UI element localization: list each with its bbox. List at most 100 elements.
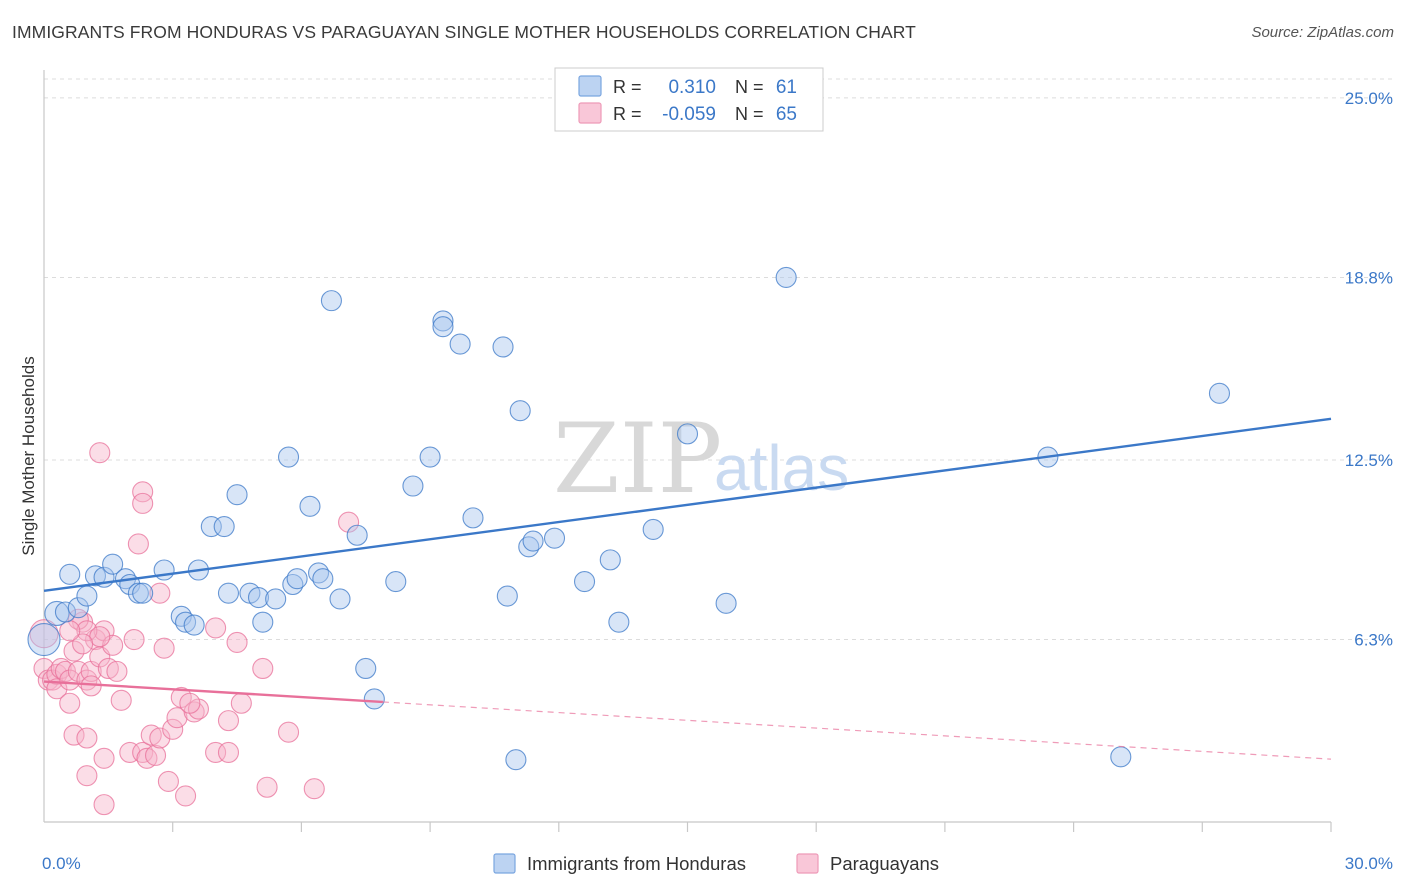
stats-legend: R = 0.310 N = 61 R = -0.059 N = 65	[554, 67, 824, 132]
paraguayans-trend-line-extrapolated	[382, 701, 1332, 760]
honduras-point-12	[153, 559, 175, 581]
honduras-trend-line	[43, 417, 1332, 593]
paraguayans-point-24	[102, 634, 124, 656]
honduras-point-56	[775, 266, 797, 289]
honduras-point-42	[462, 507, 484, 529]
honduras-point-30	[312, 568, 334, 590]
y-tick-label-3: 25.0%	[1345, 89, 1393, 108]
paraguayans-point-49	[252, 657, 274, 680]
x-tick-label-0: 0.0%	[42, 854, 81, 873]
honduras-point-59	[1110, 746, 1132, 768]
paraguayans-points	[29, 442, 360, 816]
honduras-point-39	[432, 310, 454, 332]
y-tick-label-0: 6.3%	[1354, 631, 1393, 650]
honduras-point-31	[320, 290, 342, 312]
paraguayans-point-30	[132, 741, 154, 764]
honduras-point-27	[286, 568, 308, 590]
bottom-legend-swatch-pink	[796, 853, 819, 874]
series-legend: Immigrants from Honduras Paraguayans	[493, 853, 939, 874]
honduras-point-4	[76, 585, 98, 607]
honduras-point-24	[265, 588, 287, 610]
paraguayans-point-0	[29, 619, 59, 649]
paraguayans-point-8	[59, 692, 81, 714]
paraguayans-point-29	[127, 533, 149, 555]
honduras-point-52	[608, 611, 630, 633]
paraguayans-point-27	[119, 741, 141, 764]
honduras-point-10	[127, 582, 149, 604]
paraguayans-point-35	[153, 637, 175, 659]
y-tick-label-1: 12.5%	[1345, 451, 1393, 470]
paraguayans-point-45	[217, 710, 240, 732]
paraguayans-point-23	[97, 657, 119, 680]
honduras-point-41	[449, 333, 471, 355]
watermark-zip: ZIP	[553, 403, 722, 515]
legend-r-label-blue: R =	[613, 77, 642, 97]
paraguayans-point-10	[63, 724, 85, 746]
honduras-point-1	[44, 600, 70, 627]
honduras-point-45	[505, 749, 527, 771]
paraguayans-point-46	[217, 741, 240, 764]
paraguayans-point-54	[132, 481, 154, 503]
legend-n-value-pink: 65	[776, 104, 797, 125]
honduras-point-34	[355, 657, 377, 680]
honduras-point-40	[432, 316, 454, 338]
honduras-point-50	[573, 571, 596, 593]
honduras-point-51	[599, 549, 621, 571]
x-minor-ticks	[172, 822, 1332, 832]
paraguayans-point-21	[93, 747, 115, 769]
trend-lines	[43, 417, 1332, 760]
honduras-point-47	[518, 536, 540, 558]
paraguayans-point-38	[166, 707, 188, 729]
honduras-point-7	[102, 553, 124, 575]
honduras-point-46	[509, 400, 531, 422]
paraguayans-point-12	[67, 660, 89, 682]
paraguayans-point-50	[256, 776, 278, 798]
paraguayans-point-34	[149, 727, 171, 749]
x-tick-labels: 0.0% 30.0%	[42, 854, 1393, 873]
honduras-point-13	[170, 605, 192, 627]
honduras-point-35	[363, 688, 385, 710]
y-tick-label-2: 18.8%	[1345, 268, 1393, 287]
paraguayans-point-55	[132, 492, 154, 514]
paraguayans-point-56	[89, 442, 111, 464]
legend-r-label-pink: R =	[613, 104, 642, 124]
bottom-legend-label-honduras: Immigrants from Honduras	[527, 853, 746, 874]
honduras-point-23	[252, 611, 274, 633]
honduras-point-3	[67, 597, 89, 619]
paraguayans-point-40	[175, 785, 197, 807]
paraguayans-point-15	[76, 765, 98, 787]
paraguayans-trend-line	[43, 680, 383, 704]
source-credit: Source: ZipAtlas.com	[1251, 24, 1394, 41]
legend-n-label-blue: N =	[735, 77, 764, 97]
y-tick-labels: 6.3% 12.5% 18.8% 25.0%	[1345, 89, 1393, 650]
paraguayans-point-28	[123, 628, 145, 651]
honduras-point-17	[200, 516, 222, 538]
honduras-point-22	[247, 586, 270, 609]
honduras-point-26	[282, 573, 304, 596]
honduras-points	[27, 266, 1231, 771]
paraguayans-point-36	[157, 770, 179, 792]
honduras-point-19	[217, 582, 240, 604]
paraguayans-point-47	[226, 631, 248, 653]
honduras-point-0	[27, 622, 61, 657]
honduras-point-54	[676, 423, 699, 445]
paraguayans-point-31	[136, 747, 158, 769]
honduras-point-25	[277, 446, 300, 468]
honduras-point-43	[492, 336, 514, 358]
paraguayans-point-62	[205, 617, 227, 639]
honduras-point-36	[385, 571, 407, 593]
honduras-point-44	[496, 585, 518, 607]
paraguayans-point-25	[106, 660, 128, 682]
paraguayans-point-9	[59, 669, 81, 691]
legend-n-value-blue: 61	[776, 77, 797, 98]
paraguayans-point-43	[179, 692, 201, 714]
paraguayans-point-53	[338, 511, 360, 533]
paraguayans-point-11	[63, 640, 85, 662]
honduras-point-2	[54, 601, 76, 623]
honduras-point-5	[84, 565, 107, 587]
paraguayans-point-63	[76, 727, 98, 749]
bottom-legend-label-paraguayans: Paraguayans	[830, 853, 939, 874]
bottom-legend-swatch-blue	[493, 853, 516, 874]
legend-swatch-blue	[578, 75, 602, 97]
honduras-point-38	[419, 446, 441, 468]
